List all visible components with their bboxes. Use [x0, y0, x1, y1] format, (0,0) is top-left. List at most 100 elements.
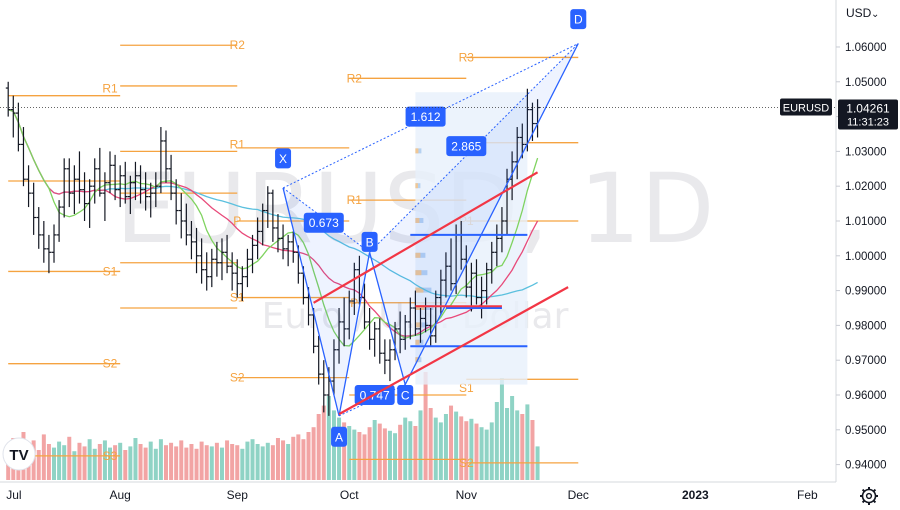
profile-bar-highlight [415, 270, 422, 276]
volume-bar [403, 417, 408, 480]
volume-bar [362, 434, 367, 480]
ohlc-bar [428, 307, 434, 347]
pattern-point-label: D [574, 13, 583, 27]
channel-upper-line[interactable] [313, 171, 539, 304]
pivot-label: S3 [103, 449, 118, 463]
pattern-ratio-badge [405, 106, 446, 127]
ohlc-bar [346, 290, 352, 340]
tradingview-logo[interactable]: TV [2, 437, 36, 471]
pattern-point-badge[interactable] [361, 231, 378, 252]
volume-bar [428, 408, 433, 480]
currency-menu[interactable]: USD ⌄ [846, 6, 879, 20]
ohlc-bar [234, 259, 240, 298]
volume-bar [204, 445, 209, 480]
ohlc-bar [239, 266, 245, 302]
ohlc-bar [499, 207, 505, 253]
volume-bar [469, 418, 474, 480]
volume-bar [387, 430, 392, 480]
ohlc-bar [224, 234, 230, 274]
ohlc-bar [479, 276, 484, 319]
last-price-tag: 1.04261 11:31:23 [838, 99, 898, 130]
ohlc-bar [26, 165, 31, 208]
ohlc-bar [122, 161, 128, 204]
ohlc-bar [260, 203, 266, 246]
volume-bar [357, 432, 362, 480]
ohlc-bar [275, 214, 281, 253]
settings-icon[interactable] [860, 487, 878, 505]
time-tick-label: Nov [456, 488, 477, 502]
ohlc-bar [382, 339, 388, 375]
volume-bar [169, 442, 174, 480]
volume-bars [6, 372, 540, 480]
ohlc-bar [494, 224, 500, 267]
volume-bar [515, 410, 520, 480]
volume-bar [92, 448, 97, 480]
volume-bar [474, 423, 479, 480]
volume-bar [82, 446, 87, 480]
ohlc-bar [107, 151, 113, 194]
volume-bar [270, 445, 275, 480]
volume-bar [438, 422, 443, 480]
ohlc-bar [341, 297, 347, 347]
volume-bar [423, 372, 428, 480]
volume-bar [255, 444, 260, 480]
volume-bar [291, 436, 296, 480]
volume-bar [214, 442, 219, 480]
logo-mark: TV [9, 447, 28, 464]
pivot-label: S2 [103, 357, 118, 371]
pattern-triangle-xab [283, 187, 370, 416]
ohlc-bar [367, 307, 372, 350]
pattern-ratio-label: 2.865 [451, 140, 481, 154]
volume-bar [316, 414, 321, 480]
price-tick-label: 1.03000 [845, 146, 887, 158]
price-axis-ticks[interactable]: 1.060001.050001.040001.030001.020001.010… [836, 42, 887, 472]
countdown-time: 11:31:23 [847, 117, 889, 129]
time-tick-label: Sep [227, 488, 249, 502]
pivot-label: R1 [102, 82, 118, 96]
time-tick-label: Aug [110, 488, 131, 502]
pattern-point-badge[interactable] [331, 426, 348, 447]
profile-bar-highlight [415, 183, 418, 189]
ohlc-bar [270, 189, 276, 242]
pattern-point-badge[interactable] [397, 384, 414, 405]
pattern-point-badge[interactable] [570, 9, 587, 30]
pivot-label: P [233, 214, 241, 228]
volume-bar [433, 417, 438, 480]
volume-bar [230, 444, 235, 480]
ohlc-bar [265, 186, 271, 228]
ohlc-bar [413, 290, 418, 336]
profile-bar-highlight [415, 148, 419, 154]
volume-bar [459, 416, 464, 480]
ohlc-bar [82, 172, 87, 221]
ohlc-bar [290, 231, 296, 263]
ohlc-bar [316, 335, 322, 385]
volume-bar [36, 450, 41, 480]
ohlc-bar [351, 262, 357, 315]
volume-bar [382, 428, 387, 480]
volume-bar [443, 414, 448, 480]
chevron-down-icon: ⌄ [871, 9, 879, 20]
pattern-point-badge[interactable] [275, 148, 292, 169]
volume-bar [393, 433, 398, 480]
price-tick-label: 1.06000 [845, 42, 887, 54]
symbol-tag-label: EURUSD [783, 103, 830, 115]
ohlc-bar [229, 252, 235, 291]
volume-bar [494, 402, 499, 480]
ohlc-bar [372, 321, 378, 357]
ohlc-bar [285, 234, 291, 267]
price-tick-label: 1.01000 [845, 216, 887, 228]
channel-lower-line[interactable] [338, 286, 569, 416]
ohlc-bar [321, 360, 327, 413]
volume-bar [87, 439, 92, 480]
pivot-label: R1 [347, 193, 363, 207]
price-channel[interactable] [313, 171, 569, 416]
ohlc-bar [402, 314, 408, 350]
time-axis-bg [0, 482, 900, 510]
volume-bar [62, 445, 67, 480]
time-axis-ticks[interactable]: Jul Aug Sep Oct Nov Dec 2023 Feb [6, 488, 818, 502]
ohlc-bar [158, 127, 164, 194]
time-tick-label: Jul [6, 488, 21, 502]
pattern-point-label: X [279, 152, 287, 166]
ohlc-bar [377, 318, 383, 364]
